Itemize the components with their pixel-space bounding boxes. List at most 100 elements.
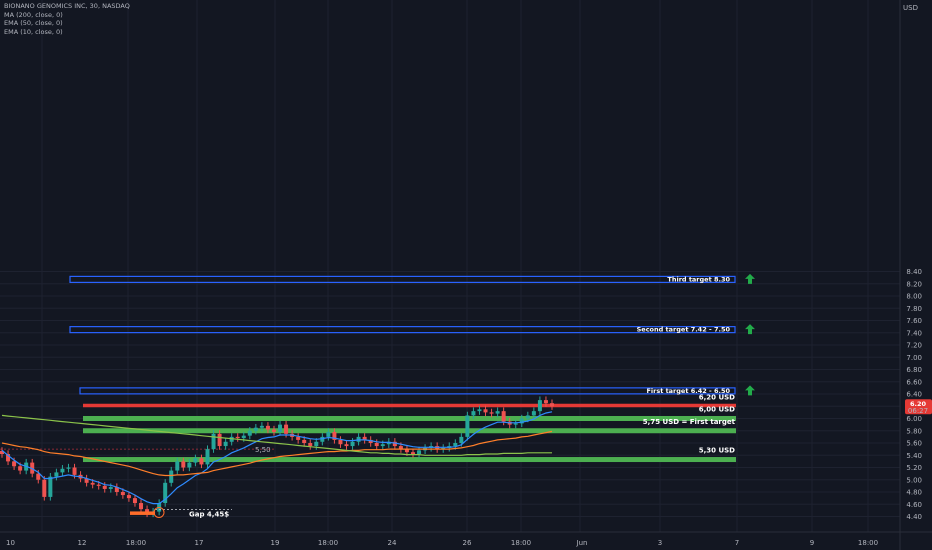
candle-body xyxy=(465,415,470,437)
candle-body xyxy=(374,443,379,447)
candle-body xyxy=(265,425,270,430)
candle-body xyxy=(350,441,355,447)
candle-body xyxy=(284,424,289,434)
y-tick-label: 6.00 xyxy=(906,415,922,423)
candle-body xyxy=(42,479,47,497)
y-tick-label: 4.80 xyxy=(906,489,922,497)
level-label: 5,75 USD = First target xyxy=(643,418,736,426)
candle-body xyxy=(519,418,524,424)
series-line xyxy=(1,411,553,505)
candle-body xyxy=(48,476,53,497)
x-tick-label: 7 xyxy=(735,539,739,547)
level-label: 5,30 USD xyxy=(699,447,735,455)
support-line xyxy=(83,457,736,463)
candle-body xyxy=(84,478,89,483)
y-tick-label: 5.40 xyxy=(906,452,922,460)
y-tick-label: 8.00 xyxy=(906,293,922,301)
x-tick-label: 26 xyxy=(463,539,472,547)
target-box xyxy=(69,275,736,283)
candle-body xyxy=(483,409,488,413)
y-tick-label: 5.80 xyxy=(906,427,922,435)
gap-label: Gap 4,45$ xyxy=(189,510,229,518)
candle-body xyxy=(108,487,113,489)
candle-body xyxy=(235,436,240,439)
series-line xyxy=(1,414,552,456)
x-tick-label: 10 xyxy=(6,539,15,547)
candle-body xyxy=(259,425,264,428)
candle-body xyxy=(175,461,180,471)
y-tick-label: 7.60 xyxy=(906,317,922,325)
candle-body xyxy=(12,461,17,467)
candle-body xyxy=(126,495,131,499)
candle-body xyxy=(525,415,530,419)
candle-body xyxy=(550,403,554,407)
legend-ema10: EMA (10, close, 0) xyxy=(4,27,63,36)
candle-body xyxy=(114,487,119,492)
candle-body xyxy=(229,436,234,442)
x-tick-label: 18:00 xyxy=(511,539,531,547)
candle-body xyxy=(471,411,476,416)
candle-body xyxy=(6,454,11,462)
x-tick-label: 18:00 xyxy=(858,539,878,547)
candle-body xyxy=(278,424,283,432)
candle-body xyxy=(459,436,464,443)
candle-body xyxy=(417,450,422,455)
y-tick-label: 6.40 xyxy=(906,391,922,399)
candle-body xyxy=(320,436,325,442)
target-box-label: Second target 7.42 - 7.50 xyxy=(637,326,731,334)
candle-body xyxy=(163,482,168,504)
y-tick-label: 5.60 xyxy=(906,440,922,448)
level-label: 6,20 USD xyxy=(699,393,735,401)
candle-body xyxy=(205,449,210,465)
candle-body xyxy=(199,458,204,465)
y-tick-label: 4.60 xyxy=(906,501,922,509)
y-tick-label: 4.40 xyxy=(906,513,922,521)
candle-body xyxy=(96,484,101,486)
x-tick-label: 17 xyxy=(195,539,204,547)
up-arrow-icon xyxy=(745,273,755,284)
candle-body xyxy=(253,427,258,431)
candle-body xyxy=(513,423,518,425)
candle-body xyxy=(495,411,500,414)
candle-body xyxy=(398,446,403,450)
chart-legend: BIONANO GENOMICS INC, 30, NASDAQ MA (200… xyxy=(4,2,130,36)
candle-body xyxy=(181,461,186,468)
gap-circle-icon xyxy=(153,506,165,518)
candle-body xyxy=(247,430,252,436)
x-tick-label: 9 xyxy=(810,539,814,547)
candle-body xyxy=(66,467,71,469)
candle-body xyxy=(326,431,331,437)
candle-body xyxy=(139,503,144,510)
candle-body xyxy=(344,444,349,447)
target-box-label: First target 6.42 - 6.50 xyxy=(646,387,730,395)
target-box xyxy=(69,326,736,334)
legend-ema50: EMA (50, close, 0) xyxy=(4,19,63,28)
x-tick-label: 12 xyxy=(78,539,87,547)
candle-body xyxy=(392,441,397,447)
candle-body xyxy=(537,400,542,412)
candle-body xyxy=(332,431,337,440)
candle-body xyxy=(543,400,548,404)
series-line xyxy=(1,430,553,477)
candle-body xyxy=(362,436,367,440)
candle-body xyxy=(187,462,192,468)
candle-body xyxy=(241,435,246,439)
target-box-label: Third target 8.30 xyxy=(667,275,730,283)
y-tick-label: 8.40 xyxy=(906,268,922,276)
y-tick-label: 7.80 xyxy=(906,305,922,313)
last-price-value: 6.20 xyxy=(910,400,927,408)
candle-body xyxy=(193,458,198,463)
candle-body xyxy=(314,441,319,447)
resistance-line xyxy=(83,403,736,408)
candle-body xyxy=(477,409,482,412)
candle-body xyxy=(120,492,125,496)
candle-body xyxy=(54,472,59,477)
candle-body xyxy=(145,509,150,514)
candle-body xyxy=(102,485,107,489)
y-tick-label: 8.20 xyxy=(906,280,922,288)
support-line xyxy=(83,428,736,434)
candle-body xyxy=(132,498,137,504)
support-line xyxy=(83,416,736,421)
y-tick-label: 7.20 xyxy=(906,342,922,350)
